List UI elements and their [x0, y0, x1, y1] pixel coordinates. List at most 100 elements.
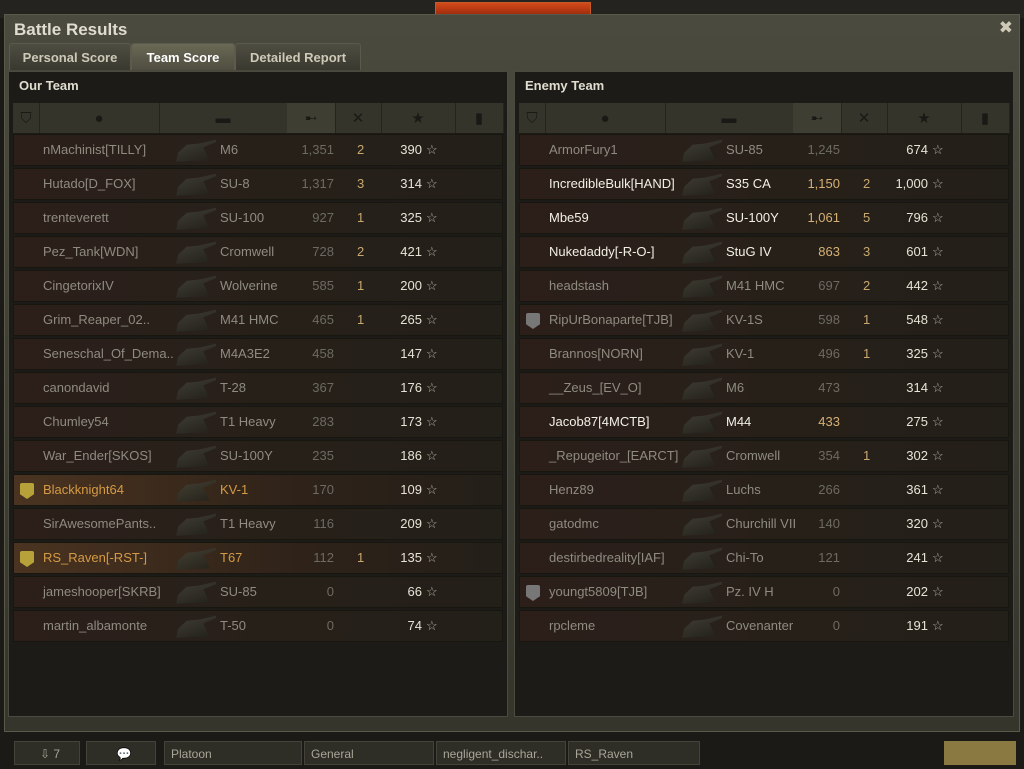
- tank-icon: [682, 615, 722, 638]
- our-team-panel: Our Team ⛉ ● ▬ ➸ ✕ ★ ▮ nMachinist[TILLY] M6 1,3…: [8, 71, 508, 717]
- tank-name: M41 HMC: [220, 312, 279, 327]
- player-row[interactable]: jameshooper[SKRB] SU-85 0 66 ☆: [13, 576, 503, 608]
- tank-name: KV-1S: [726, 312, 763, 327]
- xp-value: 66: [407, 584, 422, 599]
- star-icon: ☆: [932, 142, 944, 157]
- tank-icon: [682, 513, 722, 536]
- channel-rs-raven[interactable]: RS_Raven: [568, 741, 700, 765]
- kills-value: 1: [357, 278, 365, 293]
- xp-value: 1,000: [895, 176, 928, 191]
- chat-icon[interactable]: 💬: [86, 741, 156, 765]
- damage-icon[interactable]: ➸: [287, 103, 336, 133]
- tank-name: SU-85: [220, 584, 257, 599]
- tank-name: M41 HMC: [726, 278, 785, 293]
- player-row[interactable]: headstash M41 HMC 697 2 442 ☆: [519, 270, 1009, 302]
- kills-value: 1: [357, 312, 365, 327]
- xp-value: 265: [400, 312, 422, 327]
- kills-icon[interactable]: ✕: [841, 103, 888, 133]
- rank-icon[interactable]: ⛉: [13, 103, 40, 133]
- tank-icon: [176, 309, 216, 332]
- player-row[interactable]: destirbedreality[IAF] Chi-To 121 241 ☆: [519, 542, 1009, 574]
- player-row[interactable]: __Zeus_[EV_O] M6 473 314 ☆: [519, 372, 1009, 404]
- rank-icon[interactable]: ⛉: [519, 103, 546, 133]
- player-row[interactable]: Seneschal_Of_Dema.. M4A3E2 458 147 ☆: [13, 338, 503, 370]
- tank-icon: [176, 343, 216, 366]
- xp-star-icon[interactable]: ★: [381, 103, 456, 133]
- kills-value: 2: [863, 278, 871, 293]
- tank-icon: [682, 411, 722, 434]
- player-icon[interactable]: ●: [39, 103, 160, 133]
- player-row[interactable]: Chumley54 T1 Heavy 283 173 ☆: [13, 406, 503, 438]
- star-icon: ☆: [426, 516, 438, 531]
- player-row[interactable]: IncredibleBulk[HAND] S35 CA 1,150 2 1,00…: [519, 168, 1009, 200]
- damage-value: 1,245: [807, 142, 840, 157]
- xp-star-icon[interactable]: ★: [887, 103, 962, 133]
- medal-icon[interactable]: ▮: [961, 103, 1010, 133]
- player-row[interactable]: Henz89 Luchs 266 361 ☆: [519, 474, 1009, 506]
- damage-value: 283: [312, 414, 334, 429]
- player-row[interactable]: martin_albamonte T-50 0 74 ☆: [13, 610, 503, 642]
- xp-value: 548: [906, 312, 928, 327]
- kills-icon[interactable]: ✕: [335, 103, 382, 133]
- player-row[interactable]: Jacob87[4MCTB] M44 433 275 ☆: [519, 406, 1009, 438]
- close-icon[interactable]: ✖: [998, 18, 1013, 37]
- tab-team-score[interactable]: Team Score: [131, 43, 235, 70]
- player-row[interactable]: Hutado[D_FOX] SU-8 1,317 3 314 ☆: [13, 168, 503, 200]
- player-row[interactable]: ArmorFury1 SU-85 1,245 674 ☆: [519, 134, 1009, 166]
- tank-icon[interactable]: ▬: [665, 103, 794, 133]
- star-icon: ☆: [932, 176, 944, 191]
- damage-value: 433: [818, 414, 840, 429]
- xp-value: 325: [400, 210, 422, 225]
- player-name: Pez_Tank[WDN]: [43, 244, 139, 259]
- player-row[interactable]: rpcleme Covenanter 0 191 ☆: [519, 610, 1009, 642]
- player-row[interactable]: nMachinist[TILLY] M6 1,351 2 390 ☆: [13, 134, 503, 166]
- xp-value: 320: [906, 516, 928, 531]
- player-row[interactable]: gatodmc Churchill VII 140 320 ☆: [519, 508, 1009, 540]
- player-row[interactable]: War_Ender[SKOS] SU-100Y 235 186 ☆: [13, 440, 503, 472]
- tank-name: Cromwell: [220, 244, 275, 259]
- player-row[interactable]: RipUrBonaparte[TJB] KV-1S 598 1 548 ☆: [519, 304, 1009, 336]
- player-row[interactable]: Mbe59 SU-100Y 1,061 5 796 ☆: [519, 202, 1009, 234]
- send-chat-button[interactable]: [944, 741, 1016, 765]
- players-online-button[interactable]: ⇩ 7: [14, 741, 80, 765]
- damage-icon[interactable]: ➸: [793, 103, 842, 133]
- player-row[interactable]: _Repugeitor_[EARCT] Cromwell 354 1 302 ☆: [519, 440, 1009, 472]
- tank-name: Luchs: [726, 482, 761, 497]
- tab-detailed-report[interactable]: Detailed Report: [235, 43, 361, 70]
- column-header: ⛉ ● ▬ ➸ ✕ ★ ▮: [13, 103, 504, 133]
- player-row[interactable]: Grim_Reaper_02.. M41 HMC 465 1 265 ☆: [13, 304, 503, 336]
- player-row[interactable]: SirAwesomePants.. T1 Heavy 116 209 ☆: [13, 508, 503, 540]
- player-name: Grim_Reaper_02..: [43, 312, 150, 327]
- star-icon: ☆: [932, 210, 944, 225]
- player-row[interactable]: Brannos[NORN] KV-1 496 1 325 ☆: [519, 338, 1009, 370]
- player-name: headstash: [549, 278, 609, 293]
- player-name: Brannos[NORN]: [549, 346, 643, 361]
- player-icon[interactable]: ●: [545, 103, 666, 133]
- battle-results-window: Battle Results ✖ Personal Score Team Sco…: [4, 14, 1020, 732]
- player-row[interactable]: Blackknight64 KV-1 170 109 ☆: [13, 474, 503, 506]
- channel-general[interactable]: General: [304, 741, 434, 765]
- xp-value: 173: [400, 414, 422, 429]
- column-header: ⛉ ● ▬ ➸ ✕ ★ ▮: [519, 103, 1010, 133]
- player-row[interactable]: RS_Raven[-RST-] T67 112 1 135 ☆: [13, 542, 503, 574]
- xp-value: 601: [906, 244, 928, 259]
- xp-value: 109: [400, 482, 422, 497]
- xp-value: 191: [906, 618, 928, 633]
- player-row[interactable]: youngt5809[TJB] Pz. IV H 0 202 ☆: [519, 576, 1009, 608]
- channel-negligent[interactable]: negligent_dischar..: [436, 741, 566, 765]
- tab-personal-score[interactable]: Personal Score: [9, 43, 131, 70]
- channel-platoon[interactable]: Platoon: [164, 741, 302, 765]
- player-row[interactable]: Nukedaddy[-R-O-] StuG IV 863 3 601 ☆: [519, 236, 1009, 268]
- tank-icon[interactable]: ▬: [159, 103, 288, 133]
- xp-value: 74: [407, 618, 422, 633]
- player-row[interactable]: canondavid T-28 367 176 ☆: [13, 372, 503, 404]
- damage-value: 0: [832, 584, 840, 599]
- medal-icon[interactable]: ▮: [455, 103, 504, 133]
- player-row[interactable]: Pez_Tank[WDN] Cromwell 728 2 421 ☆: [13, 236, 503, 268]
- player-name: ArmorFury1: [549, 142, 618, 157]
- tank-name: SU-8: [220, 176, 250, 191]
- player-row[interactable]: CingetorixIV Wolverine 585 1 200 ☆: [13, 270, 503, 302]
- player-row[interactable]: trenteverett SU-100 927 1 325 ☆: [13, 202, 503, 234]
- xp-value: 796: [906, 210, 928, 225]
- player-name: rpcleme: [549, 618, 596, 633]
